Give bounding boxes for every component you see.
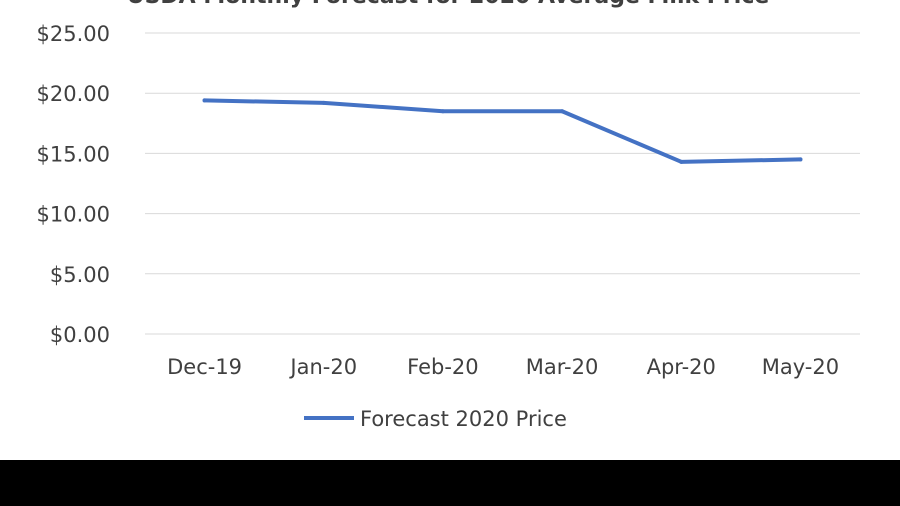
data-point <box>440 109 445 114</box>
x-tick-label: May-20 <box>762 355 839 379</box>
data-point <box>321 100 326 105</box>
data-point <box>798 157 803 162</box>
line-chart: USDA Monthly Forecast for 2020 Average M… <box>37 0 860 431</box>
chart-title: USDA Monthly Forecast for 2020 Average M… <box>127 0 770 9</box>
data-point <box>560 109 565 114</box>
legend-label: Forecast 2020 Price <box>360 407 567 431</box>
y-axis-ticks: $25.00 $20.00 $15.00 $10.00 $5.00 $0.00 <box>37 22 110 347</box>
x-tick-label: Dec-19 <box>167 355 242 379</box>
grid-lines <box>145 32 860 335</box>
y-tick-label: $20.00 <box>37 82 110 106</box>
x-axis-ticks: Dec-19 Jan-20 Feb-20 Mar-20 Apr-20 May-20 <box>167 355 839 379</box>
y-tick-label: $25.00 <box>37 22 110 46</box>
x-tick-label: Mar-20 <box>526 355 599 379</box>
y-tick-label: $5.00 <box>50 263 110 287</box>
y-tick-label: $15.00 <box>37 142 110 166</box>
series-line <box>202 98 803 164</box>
y-tick-label: $0.00 <box>50 323 110 347</box>
x-tick-label: Jan-20 <box>288 355 357 379</box>
bottom-black-band <box>0 460 900 506</box>
legend: Forecast 2020 Price <box>304 407 567 431</box>
series-layer <box>202 98 803 164</box>
x-tick-label: Feb-20 <box>407 355 478 379</box>
data-point <box>202 98 207 103</box>
data-point <box>679 159 684 164</box>
y-tick-label: $10.00 <box>37 203 110 227</box>
x-tick-label: Apr-20 <box>647 355 716 379</box>
chart-area: USDA Monthly Forecast for 2020 Average M… <box>36 0 860 431</box>
